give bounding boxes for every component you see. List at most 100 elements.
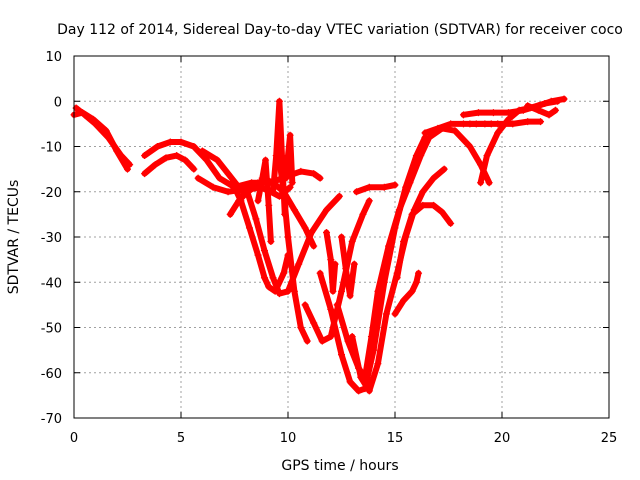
data-point [519, 106, 527, 114]
y-tick-label: -10 [41, 141, 62, 156]
data-point [81, 111, 89, 119]
data-point [391, 310, 399, 318]
data-point [252, 215, 260, 223]
series-track-01 [70, 109, 131, 173]
data-point [316, 269, 324, 277]
x-tick-label: 25 [601, 431, 618, 446]
data-point [190, 165, 198, 173]
data-point [417, 152, 425, 160]
data-point [126, 161, 134, 169]
series-track [338, 234, 358, 299]
data-point [151, 161, 159, 169]
data-point [485, 179, 493, 187]
data-point [209, 183, 217, 191]
series-spike-03 [282, 131, 296, 187]
data-point [406, 179, 414, 187]
data-point [226, 210, 234, 218]
data-point [310, 242, 318, 250]
series-track-07 [228, 179, 292, 295]
data-point [301, 224, 309, 232]
series-track-17 [391, 269, 423, 318]
series-track [353, 182, 398, 195]
x-tick-label: 5 [177, 431, 185, 446]
data-point [494, 129, 502, 137]
data-point [365, 197, 373, 205]
data-point [310, 170, 318, 178]
data-point [262, 156, 270, 164]
data-point [310, 319, 318, 327]
y-tick-label: -20 [41, 186, 62, 201]
data-point [267, 238, 275, 246]
data-point [275, 290, 283, 298]
series-track [302, 197, 373, 345]
data-point [224, 170, 232, 178]
y-axis-title: SDTVAR / TECUs [6, 180, 22, 295]
data-point [275, 97, 283, 105]
data-point [327, 256, 335, 264]
series-track [73, 105, 133, 168]
data-point [346, 378, 354, 386]
data-point [216, 174, 224, 182]
y-tick-label: 0 [54, 95, 62, 110]
data-point [374, 360, 382, 368]
data-point [380, 183, 388, 191]
data-point [166, 138, 174, 146]
series-track [323, 229, 339, 295]
data-point [177, 138, 185, 146]
data-point [494, 120, 502, 128]
x-tick-label: 20 [494, 431, 511, 446]
series-track [282, 132, 296, 186]
data-point [400, 238, 408, 246]
data-point [459, 120, 467, 128]
data-point [303, 337, 311, 345]
series-spike-04 [323, 228, 339, 295]
data-point [281, 210, 289, 218]
data-point [483, 152, 491, 160]
series-spike-05 [338, 233, 358, 300]
data-point [440, 165, 448, 173]
chart-title: Day 112 of 2014, Sidereal Day-to-day VTE… [57, 22, 623, 38]
data-point [245, 185, 253, 193]
series-track-23 [524, 102, 559, 119]
data-point [162, 154, 170, 162]
data-point [224, 188, 232, 196]
data-point [329, 287, 337, 295]
data-point [301, 301, 309, 309]
plot-frame [73, 55, 610, 419]
data-point [318, 337, 326, 345]
data-point [141, 170, 149, 178]
data-point [316, 174, 324, 182]
series-spike-01 [254, 156, 275, 246]
data-point [104, 133, 112, 141]
data-point [393, 274, 401, 282]
data-point [235, 197, 243, 205]
data-point [504, 115, 512, 123]
data-point [447, 120, 455, 128]
series-track [141, 152, 197, 177]
y-tick-label: -30 [41, 231, 62, 246]
data-point [421, 129, 429, 137]
data-point [415, 269, 423, 277]
data-point [265, 283, 273, 291]
data-point [365, 183, 373, 191]
data-point [524, 118, 532, 126]
data-point [153, 143, 161, 150]
data-point [181, 156, 189, 164]
data-point [260, 247, 268, 255]
data-point [434, 124, 442, 132]
data-point [194, 174, 202, 182]
data-point [280, 269, 288, 277]
data-point [297, 324, 305, 331]
data-point [350, 260, 358, 268]
data-point [547, 97, 555, 105]
data-point [342, 265, 350, 273]
y-tick-labels: 10 0 -10 -20 -30 -40 -50 -60 -70 [41, 50, 62, 427]
data-point [466, 143, 474, 150]
data-point [282, 174, 290, 182]
data-point [374, 287, 382, 295]
data-point [400, 296, 408, 304]
data-point [295, 260, 303, 268]
data-point [419, 188, 427, 196]
data-point [269, 188, 277, 196]
data-point [288, 179, 296, 187]
